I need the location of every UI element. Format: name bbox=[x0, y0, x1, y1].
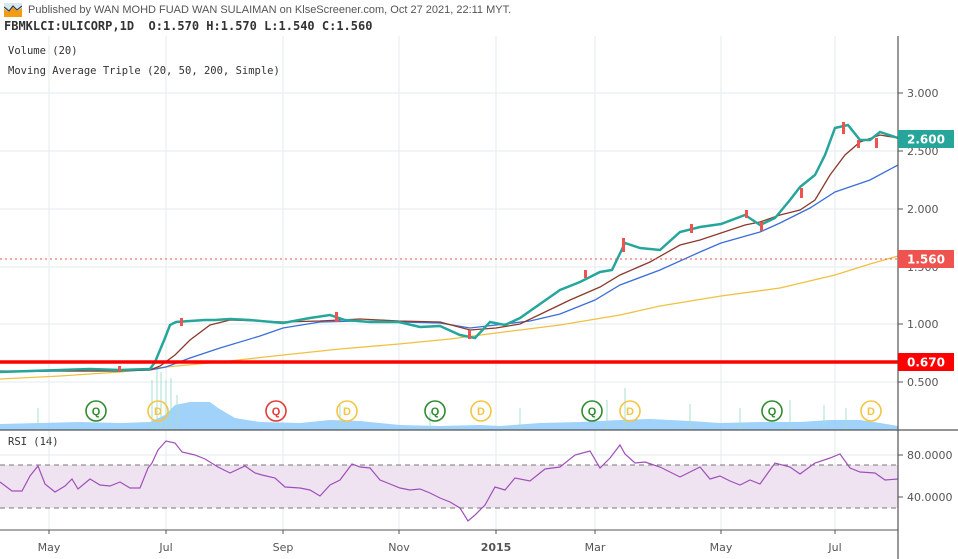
time-tick-year: 2015 bbox=[481, 541, 512, 554]
published-by-text: Published by WAN MOHD FUAD WAN SULAIMAN … bbox=[28, 4, 512, 16]
legend-rsi[interactable]: RSI (14) bbox=[8, 436, 59, 448]
rsi-band bbox=[0, 465, 898, 508]
price-tick: 3.000 bbox=[907, 87, 939, 100]
svg-text:Q: Q bbox=[588, 406, 597, 418]
event-dividend-icon[interactable]: D bbox=[147, 400, 169, 422]
svg-text:Q: Q bbox=[431, 406, 440, 418]
event-dividend-icon[interactable]: D bbox=[619, 400, 641, 422]
event-quarterly-report-icon[interactable]: Q bbox=[581, 400, 603, 422]
grid-horizontal bbox=[0, 92, 898, 498]
klsescreener-logo-icon bbox=[4, 3, 22, 17]
time-tick: May bbox=[38, 541, 61, 554]
event-quarterly-report-icon[interactable]: Q bbox=[265, 400, 287, 422]
svg-text:D: D bbox=[343, 406, 351, 418]
rsi-tick: 80.0000 bbox=[907, 449, 953, 462]
event-dividend-icon[interactable]: D bbox=[860, 400, 882, 422]
time-axis[interactable]: May Jul Sep Nov 2015 Mar May Jul bbox=[38, 530, 842, 554]
event-quarterly-report-icon[interactable]: Q bbox=[761, 400, 783, 422]
time-tick: May bbox=[710, 541, 733, 554]
time-tick: Jul bbox=[158, 541, 172, 554]
volume-pane bbox=[0, 368, 898, 430]
svg-text:D: D bbox=[867, 406, 875, 418]
svg-text:Q: Q bbox=[92, 406, 101, 418]
ma20-line bbox=[0, 134, 899, 372]
rsi-line bbox=[0, 440, 899, 522]
close-price-badge: 1.560 bbox=[898, 250, 954, 268]
svg-text:D: D bbox=[477, 406, 485, 418]
price-tick: 2.000 bbox=[907, 203, 939, 216]
grid-vertical bbox=[48, 36, 836, 530]
ma50-line bbox=[0, 164, 899, 373]
price-axis[interactable]: 3.000 2.500 2.000 1.500 1.000 0.500 80.0… bbox=[898, 87, 953, 504]
time-tick: Jul bbox=[827, 541, 841, 554]
event-quarterly-report-icon[interactable]: Q bbox=[424, 400, 446, 422]
event-quarterly-report-icon[interactable]: Q bbox=[85, 400, 107, 422]
last-price-badge: 2.600 bbox=[898, 130, 954, 148]
svg-text:1.560: 1.560 bbox=[907, 253, 945, 267]
time-tick: Mar bbox=[585, 541, 606, 554]
event-dividend-icon[interactable]: D bbox=[336, 400, 358, 422]
legend-volume[interactable]: Volume (20) bbox=[8, 45, 78, 57]
price-tick: 1.000 bbox=[907, 318, 939, 331]
price-tick: 2.500 bbox=[907, 145, 939, 158]
price-tick: 0.500 bbox=[907, 376, 939, 389]
chart-header: Published by WAN MOHD FUAD WAN SULAIMAN … bbox=[0, 0, 958, 36]
time-tick: Sep bbox=[273, 541, 294, 554]
price-candles bbox=[0, 122, 899, 374]
svg-text:Q: Q bbox=[768, 406, 777, 418]
event-dividend-icon[interactable]: D bbox=[470, 400, 492, 422]
rsi-tick: 40.0000 bbox=[907, 491, 953, 504]
svg-text:Q: Q bbox=[272, 406, 281, 418]
support-price-badge: 0.670 bbox=[898, 353, 954, 371]
event-markers[interactable]: Q D Q D Q D Q D Q D bbox=[85, 400, 882, 422]
svg-text:0.670: 0.670 bbox=[907, 356, 945, 370]
svg-text:D: D bbox=[154, 406, 162, 418]
time-tick: Nov bbox=[388, 541, 410, 554]
svg-text:2.600: 2.600 bbox=[907, 133, 945, 147]
svg-text:D: D bbox=[626, 406, 634, 418]
symbol-ohlc: FBMKLCI:ULICORP,1D O:1.570 H:1.570 L:1.5… bbox=[4, 19, 373, 33]
